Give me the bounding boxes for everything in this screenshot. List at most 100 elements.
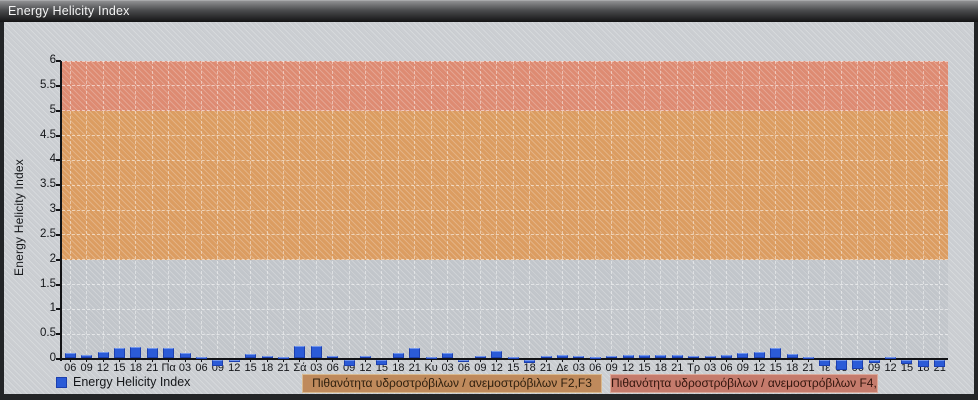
ehi-bar <box>376 360 388 365</box>
ehi-bar <box>671 355 683 358</box>
x-tick-label: 03 <box>178 362 192 374</box>
v-gridline <box>676 61 678 359</box>
y-tick-label: 4 <box>49 153 56 166</box>
ehi-bar <box>261 355 273 358</box>
y-tick-label: 5.5 <box>40 78 56 91</box>
h-gridline <box>62 60 948 62</box>
x-tick-label: 12 <box>96 362 110 374</box>
v-gridline <box>151 61 153 359</box>
h-gridline <box>62 184 948 186</box>
y-tick-label: 1 <box>49 302 56 315</box>
y-axis-tick <box>56 233 61 236</box>
ehi-bar <box>737 353 749 358</box>
ehi-bar <box>310 345 322 358</box>
v-gridline <box>824 61 826 359</box>
v-gridline <box>463 61 465 359</box>
x-tick-label: 06 <box>457 362 471 374</box>
v-gridline <box>135 61 137 359</box>
y-axis-tick <box>56 358 61 360</box>
h-gridline <box>62 135 948 136</box>
x-axis-tick <box>742 359 744 362</box>
x-tick-label: 18 <box>523 362 536 374</box>
x-axis-tick <box>808 359 810 362</box>
v-gridline <box>578 61 580 359</box>
x-axis-tick <box>709 359 711 362</box>
ehi-bar <box>638 354 650 358</box>
y-axis-tick <box>56 283 61 286</box>
v-gridline <box>365 61 367 359</box>
ehi-bar <box>524 360 536 363</box>
x-axis-tick <box>151 359 153 362</box>
ehi-bar <box>163 348 175 358</box>
ehi-bar <box>868 360 880 363</box>
x-axis-tick <box>496 359 498 362</box>
x-axis-tick <box>86 359 88 362</box>
ehi-bar <box>294 345 306 358</box>
x-tick-label: 15 <box>244 362 257 374</box>
ehi-bar <box>146 347 158 358</box>
ehi-bar <box>852 360 864 369</box>
h-gridline <box>62 209 948 211</box>
legend-swatch-icon <box>56 376 67 388</box>
ehi-bar <box>786 354 798 358</box>
ehi-bar <box>245 353 257 358</box>
ehi-bar <box>327 356 339 358</box>
ehi-bar <box>130 346 142 358</box>
ehi-bar <box>901 360 913 364</box>
ehi-bar <box>573 355 585 358</box>
x-tick-label: 12 <box>753 362 766 374</box>
x-day-label: Πα <box>161 362 176 374</box>
x-tick-label: 21 <box>277 362 290 374</box>
y-axis-line <box>60 61 62 361</box>
v-gridline <box>857 61 859 359</box>
y-tick-label: 3 <box>49 203 56 215</box>
x-tick-label: 12 <box>884 362 897 374</box>
x-axis-tick <box>693 359 695 362</box>
h-gridline <box>62 234 948 236</box>
x-axis-tick <box>365 359 367 362</box>
ehi-bar <box>64 352 76 358</box>
x-axis-tick <box>414 359 416 362</box>
v-gridline <box>643 61 645 359</box>
x-tick-label: 21 <box>539 362 553 374</box>
x-tick-label: 21 <box>802 362 815 374</box>
x-axis-tick <box>299 359 301 362</box>
v-gridline <box>397 61 399 359</box>
v-gridline <box>594 61 596 359</box>
v-gridline <box>890 61 892 359</box>
x-tick-label: 09 <box>80 362 93 374</box>
v-gridline <box>906 61 908 359</box>
x-tick-label: 15 <box>900 362 914 374</box>
v-gridline <box>791 61 793 359</box>
ehi-bar <box>556 355 568 358</box>
v-gridline <box>758 61 760 359</box>
y-axis-tick <box>56 84 61 87</box>
ehi-bar <box>885 356 897 359</box>
v-gridline <box>414 61 416 359</box>
ehi-bar <box>491 350 503 358</box>
y-tick-label: 4.5 <box>40 128 56 141</box>
y-axis-tick <box>56 109 61 112</box>
x-tick-label: 03 <box>703 362 717 374</box>
x-tick-label: 18 <box>260 362 274 374</box>
ehi-bar <box>179 353 191 358</box>
x-axis-tick <box>479 359 481 362</box>
ehi-bar <box>819 360 831 366</box>
ehi-bar <box>770 348 782 358</box>
x-tick-label: 06 <box>64 362 77 374</box>
x-tick-label: 15 <box>375 362 389 374</box>
v-gridline <box>184 61 186 359</box>
x-tick-label: 18 <box>786 362 799 374</box>
ehi-bar <box>606 355 618 358</box>
y-tick-label: 5 <box>49 103 56 116</box>
y-axis-tick <box>56 60 61 62</box>
x-axis-tick <box>184 359 186 362</box>
y-axis-tick <box>56 209 61 211</box>
v-gridline <box>873 61 875 359</box>
v-gridline <box>332 61 334 359</box>
x-tick-label: 06 <box>720 362 733 374</box>
x-tick-label: 09 <box>736 362 750 374</box>
x-axis-tick <box>578 359 580 362</box>
v-gridline <box>118 61 120 359</box>
y-tick-label: 0.5 <box>40 327 56 340</box>
